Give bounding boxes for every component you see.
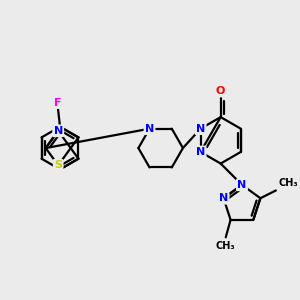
Text: CH₃: CH₃ xyxy=(216,241,236,251)
Text: O: O xyxy=(216,86,225,96)
Text: N: N xyxy=(145,124,154,134)
Text: CH₃: CH₃ xyxy=(279,178,298,188)
Text: N: N xyxy=(196,124,205,134)
Text: N: N xyxy=(237,180,247,190)
Text: N: N xyxy=(219,193,228,203)
Text: N: N xyxy=(54,126,63,136)
Text: S: S xyxy=(54,160,62,170)
Text: N: N xyxy=(196,147,205,157)
Text: F: F xyxy=(54,98,62,108)
